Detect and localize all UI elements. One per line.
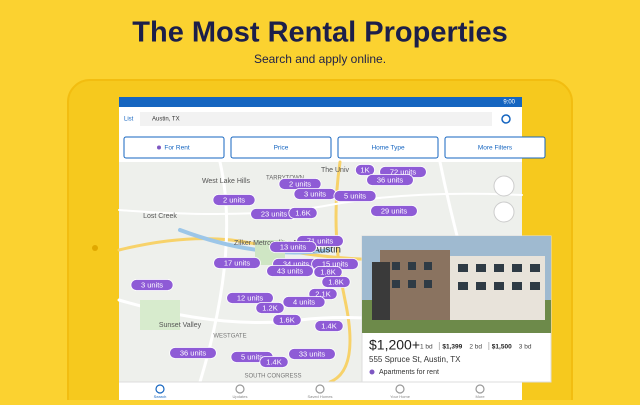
map-pin[interactable]: [269, 241, 317, 253]
bottom-nav: [119, 382, 522, 400]
pin-label: 2.1K: [315, 289, 330, 298]
pin-label: 29 units: [381, 206, 408, 215]
map-pin[interactable]: [282, 296, 326, 308]
pin-label: 1.6K: [279, 315, 294, 324]
bed-label: 3 bd: [519, 344, 532, 351]
map-pin[interactable]: [272, 314, 302, 326]
nav-label: More: [475, 394, 485, 399]
place-label: WESTGATE: [213, 334, 246, 340]
pin-label: 15 units: [322, 259, 349, 268]
place-label: Lost Creek: [143, 213, 177, 220]
pin-label: 13 units: [280, 242, 307, 251]
map-pin[interactable]: [370, 205, 418, 217]
place-label: Sunset Valley: [159, 322, 202, 329]
map-pin[interactable]: [259, 356, 289, 368]
place-label: West Lake Hills: [202, 178, 251, 185]
pin-label: 2 units: [289, 179, 311, 188]
nav-icon[interactable]: [395, 384, 405, 394]
map-pin[interactable]: [255, 302, 285, 314]
pin-label: 4 units: [293, 297, 315, 306]
pin-label: 1.2K: [262, 303, 277, 312]
subtitle: Search and apply online.: [254, 52, 386, 66]
nav-label: Updates: [233, 394, 248, 399]
list-button[interactable]: List: [124, 117, 134, 123]
park: [140, 300, 180, 330]
map-pin[interactable]: [213, 257, 261, 269]
filter-label: More Filters: [478, 145, 513, 152]
filter-button[interactable]: [337, 136, 439, 159]
pin-label: 33 units: [299, 349, 326, 358]
pin-label: 1.6K: [295, 208, 310, 217]
filter-button[interactable]: [230, 136, 332, 159]
map-pin[interactable]: [169, 347, 217, 359]
pin-label: 23 units: [261, 209, 288, 218]
map-pin[interactable]: [314, 320, 344, 332]
search-query: Austin, TX: [152, 117, 180, 123]
pin-label: 1.4K: [266, 357, 281, 366]
status-bar: [119, 97, 522, 107]
nav-label: Your Home: [390, 394, 411, 399]
pin-label: 1.8K: [328, 277, 343, 286]
map-pin[interactable]: [321, 276, 351, 288]
bed-label: 1 bd: [420, 344, 433, 351]
search-field[interactable]: [140, 112, 492, 126]
card-address: 555 Spruce St, Austin, TX: [369, 355, 461, 364]
pin-label: 72 units: [390, 167, 417, 176]
nav-label: Search: [154, 394, 167, 399]
map-pin[interactable]: [226, 292, 274, 304]
pin-label: 36 units: [180, 348, 207, 357]
time: 9:00: [503, 100, 515, 106]
map-tool[interactable]: [493, 175, 515, 197]
pin-label: 5 units: [344, 191, 366, 200]
filter-button[interactable]: [123, 136, 225, 159]
pin-label: 5 units: [241, 352, 263, 361]
filter-label: For Rent: [164, 145, 189, 152]
pin-label: 1.8K: [320, 267, 335, 276]
pin-label: 17 units: [224, 258, 251, 267]
bed-label: 2 bd: [469, 344, 482, 351]
pin-label: 12 units: [237, 293, 264, 302]
pin-label: 71 units: [307, 236, 334, 245]
pin-label: 3 units: [304, 189, 326, 198]
pin-label: 36 units: [377, 175, 404, 184]
filter-label: Price: [274, 145, 289, 152]
nav-icon[interactable]: [475, 384, 485, 394]
place-label: Austin: [313, 245, 341, 256]
pin-label: 34 units: [283, 259, 310, 268]
filter-button[interactable]: [444, 136, 546, 159]
map-pin[interactable]: [366, 174, 414, 186]
bed-price: $1,500: [492, 344, 512, 351]
pin-label: 43 units: [277, 266, 304, 275]
nav-icon[interactable]: [235, 384, 245, 394]
pin-label: 1.4K: [321, 321, 336, 330]
place-label: SOUTH CONGRESS: [244, 374, 301, 380]
map-pin[interactable]: [288, 207, 318, 219]
property-card[interactable]: [361, 235, 552, 383]
map-pin[interactable]: [266, 265, 314, 277]
map-tool[interactable]: [493, 201, 515, 223]
card-tag: Apartments for rent: [379, 369, 439, 376]
nav-icon[interactable]: [315, 384, 325, 394]
filter-dot: [157, 145, 161, 150]
nav-label: Saved Homes: [307, 394, 332, 399]
tag-dot: [369, 369, 375, 375]
card-price: $1,200+: [369, 337, 420, 353]
map-pin[interactable]: [333, 190, 377, 202]
filter-label: Home Type: [371, 145, 405, 152]
map-pin[interactable]: [130, 279, 174, 291]
locate-icon[interactable]: [501, 114, 511, 124]
pin-label: 2 units: [223, 195, 245, 204]
bed-price: $1,399: [442, 344, 462, 351]
pin-label: 1K: [360, 165, 369, 174]
map-pin[interactable]: [354, 164, 375, 176]
camera: [92, 245, 98, 251]
map-pin[interactable]: [212, 194, 256, 206]
title: The Most Rental Properties: [132, 17, 507, 49]
map-pin[interactable]: [288, 348, 336, 360]
nav-icon[interactable]: [155, 384, 165, 394]
pin-label: 3 units: [141, 280, 163, 289]
place-label: The Univ: [321, 167, 350, 174]
